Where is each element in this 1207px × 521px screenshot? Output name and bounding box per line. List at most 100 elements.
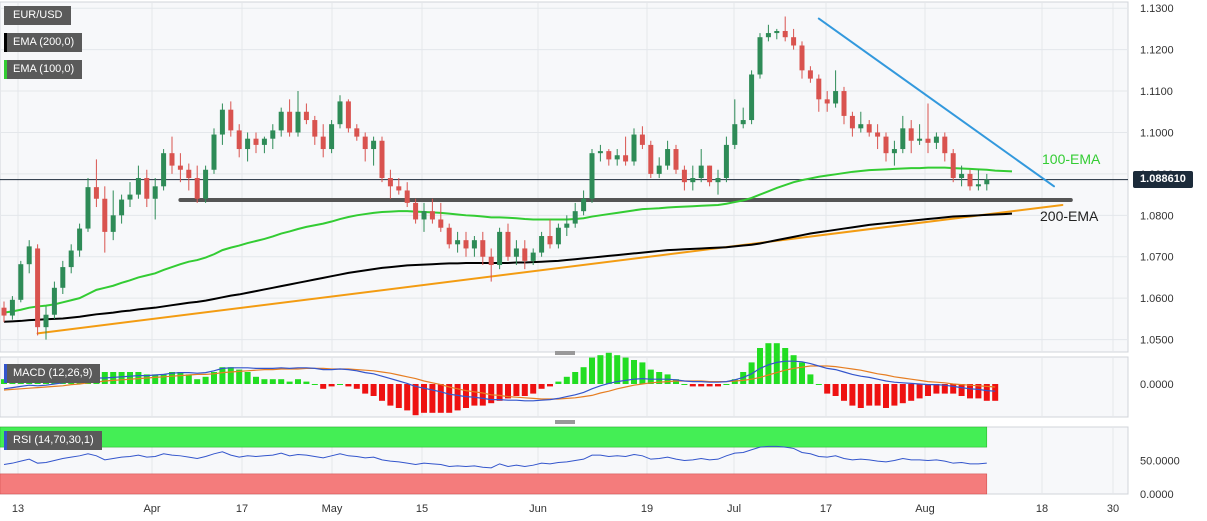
macd-histogram-bar xyxy=(337,384,343,385)
candle-body xyxy=(799,45,805,71)
price-tick-label: 1.1000 xyxy=(1140,127,1174,139)
candle-body xyxy=(690,178,696,183)
ema100-line xyxy=(3,166,1013,314)
macd-histogram-bar xyxy=(681,384,688,385)
macd-histogram-bar xyxy=(496,384,503,401)
candle-body xyxy=(152,186,158,199)
ema200-line xyxy=(3,212,1013,323)
candle-body xyxy=(68,250,74,268)
time-tick-label: 19 xyxy=(641,503,653,515)
macd-histogram-bar xyxy=(177,372,184,384)
macd-histogram-bar xyxy=(152,374,159,384)
macd-histogram-bar xyxy=(169,372,175,384)
price-tick-label: 1.0500 xyxy=(1140,335,1174,347)
macd-pane xyxy=(1,343,999,416)
macd-histogram-bar xyxy=(757,348,763,384)
time-tick-label: 15 xyxy=(416,503,428,515)
candle-body xyxy=(757,37,763,75)
candle-body xyxy=(774,30,780,34)
macd-histogram-bar xyxy=(983,384,990,401)
macd-histogram-bar xyxy=(967,384,973,399)
macd-histogram-bar xyxy=(883,384,889,408)
macd-histogram-bar xyxy=(194,379,201,384)
macd-histogram-bar xyxy=(874,384,881,406)
candle-body xyxy=(917,138,923,141)
candle-body xyxy=(975,184,981,187)
macd-histogram-bar xyxy=(857,384,864,408)
candle-body xyxy=(371,140,377,150)
candle-body xyxy=(110,215,116,232)
descending-resistance-line xyxy=(817,17,1055,188)
candle-body xyxy=(194,178,200,199)
candle-body xyxy=(614,155,620,160)
candle-body xyxy=(77,228,83,251)
candle-body xyxy=(396,186,402,191)
candle-body xyxy=(497,231,503,266)
macd-tick-label: 0.0000 xyxy=(1140,379,1174,391)
candle-body xyxy=(203,169,209,199)
macd-histogram-bar xyxy=(832,384,839,396)
candle-body xyxy=(345,101,351,129)
candle-body xyxy=(908,128,914,141)
candle-body xyxy=(807,70,813,79)
candle-body xyxy=(429,211,435,220)
macd-histogram-bar xyxy=(899,384,906,404)
macd-histogram-bar xyxy=(328,384,335,387)
macd-histogram-bar xyxy=(622,357,629,384)
candle-body xyxy=(564,223,570,228)
pane-resize-handle xyxy=(555,351,575,355)
macd-signal-line xyxy=(3,365,996,400)
macd-histogram-bar xyxy=(185,374,192,384)
time-tick-label: Jul xyxy=(727,503,741,515)
macd-histogram-bar xyxy=(706,384,713,387)
candle-body xyxy=(925,138,931,143)
time-tick-label: Aug xyxy=(915,503,935,515)
candle-body xyxy=(782,30,788,38)
macd-histogram-bar xyxy=(958,384,965,396)
macd-histogram-bar xyxy=(404,384,411,411)
macd-histogram-bar xyxy=(303,381,310,384)
candle-body xyxy=(715,178,721,183)
candle-body xyxy=(505,231,511,257)
macd-histogram-bar xyxy=(849,384,856,406)
macd-histogram-bar xyxy=(118,372,125,384)
time-tick-label: May xyxy=(322,503,343,515)
macd-histogram-bar xyxy=(437,384,444,413)
candle-body xyxy=(555,227,561,245)
price-tick-label: 1.0600 xyxy=(1140,293,1174,305)
candle-body xyxy=(119,199,125,216)
candle-body xyxy=(404,190,410,203)
candle-body xyxy=(413,202,419,220)
macd-histogram-bar xyxy=(395,384,402,408)
candle-body xyxy=(681,169,687,183)
macd-histogram-bar xyxy=(421,384,427,413)
macd-histogram-bar xyxy=(488,384,495,404)
rsi-label: RSI (14,70,30,1) xyxy=(4,431,102,450)
candle-body xyxy=(833,91,839,104)
candle-body xyxy=(967,173,973,187)
candle-body xyxy=(723,144,729,179)
candle-body xyxy=(320,136,326,150)
candle-body xyxy=(589,153,595,199)
macd-histogram-bar xyxy=(723,384,730,385)
candle-body xyxy=(102,198,108,232)
candle-body xyxy=(891,149,897,154)
macd-histogram-bar xyxy=(773,343,780,384)
pane-resize-handle xyxy=(555,420,575,424)
macd-histogram-bar xyxy=(824,384,831,394)
time-tick-label: 30 xyxy=(1107,503,1119,515)
macd-histogram-bar xyxy=(370,384,377,396)
candle-body xyxy=(51,287,57,315)
ema200-annotation: 200-EMA xyxy=(1040,208,1099,224)
macd-histogram-bar xyxy=(429,384,436,413)
macd-histogram-bar xyxy=(941,384,948,394)
macd-histogram-bar xyxy=(244,372,251,384)
candle-body xyxy=(698,165,704,179)
candle-body xyxy=(295,111,301,133)
candle-body xyxy=(26,246,32,265)
macd-histogram-bar xyxy=(597,355,604,384)
candle-body xyxy=(522,248,528,261)
macd-histogram-bar xyxy=(412,384,419,416)
macd-histogram-bar xyxy=(589,357,595,384)
macd-histogram-bar xyxy=(479,384,486,406)
